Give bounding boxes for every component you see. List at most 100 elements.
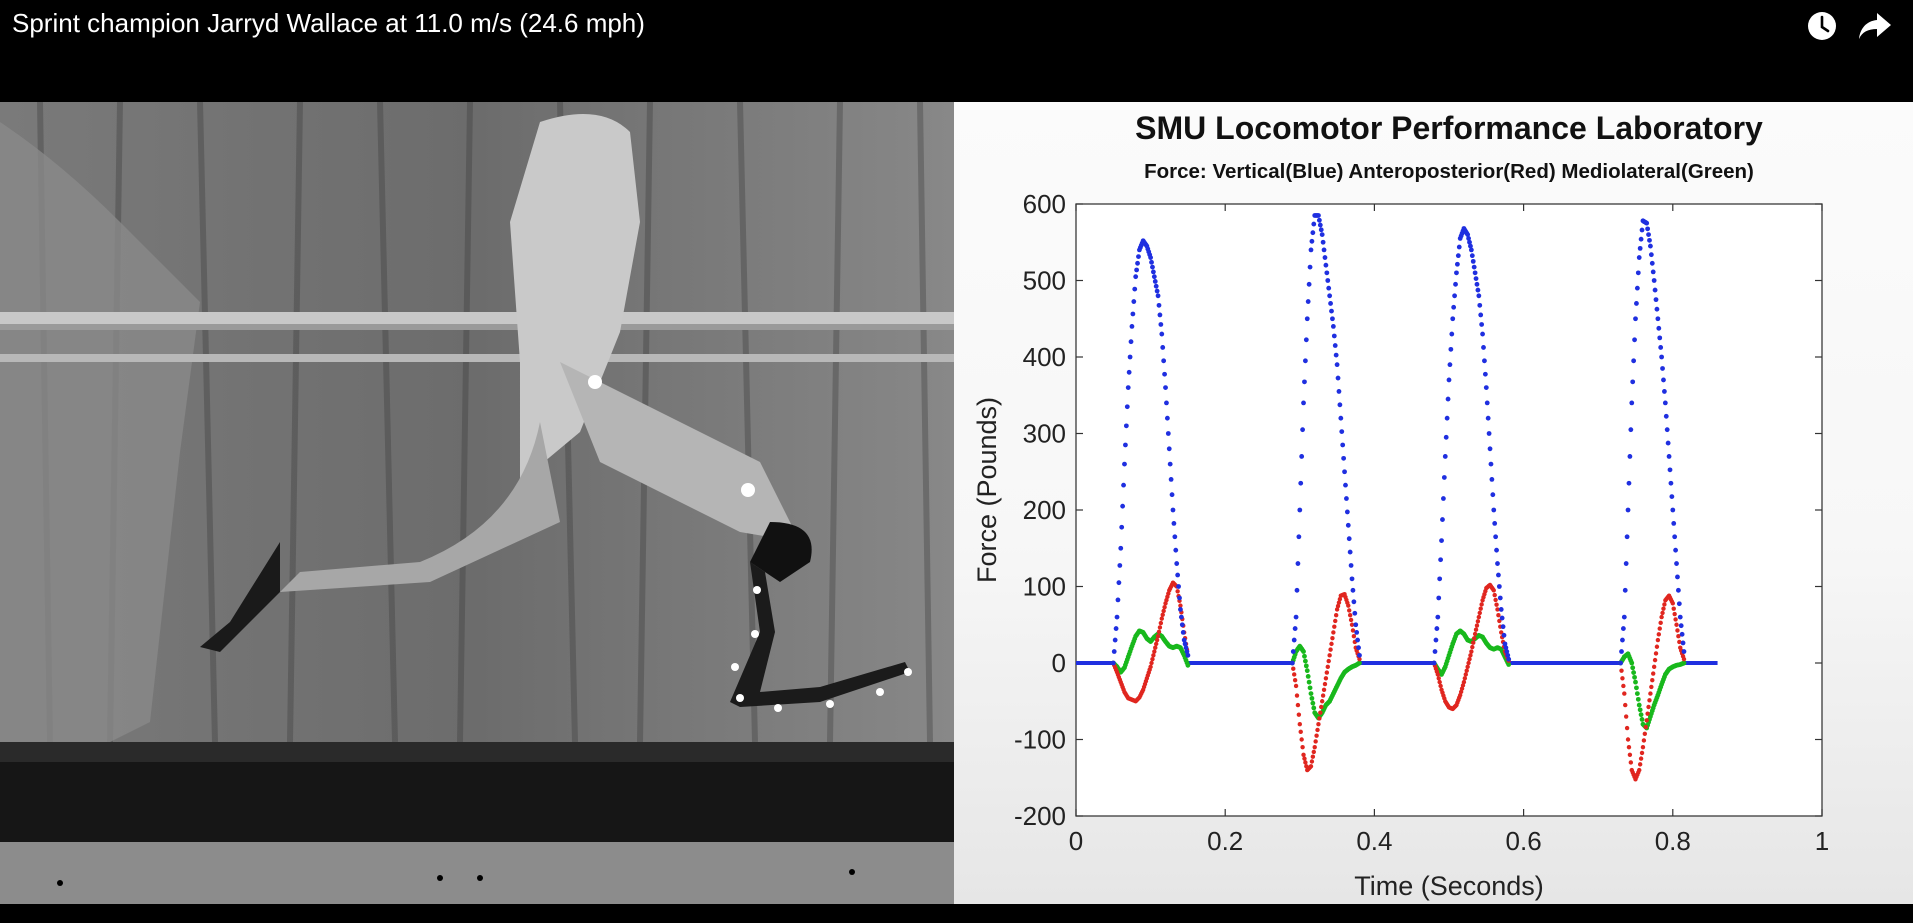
vertical-force-point — [1113, 626, 1119, 631]
vertical-force-point — [1445, 396, 1451, 402]
vertical-force-point — [1327, 293, 1333, 299]
vertical-force-point — [1489, 477, 1495, 482]
vertical-force-point — [1311, 221, 1317, 227]
vertical-force-point — [1649, 260, 1655, 266]
watch-later-button[interactable] — [1802, 6, 1842, 46]
vertical-force-point — [1118, 545, 1124, 551]
vertical-force-point — [1294, 587, 1300, 593]
vertical-force-point — [1128, 339, 1134, 345]
vertical-force-point — [1162, 371, 1167, 377]
vertical-force-point — [1663, 413, 1669, 419]
vertical-force-point — [1433, 637, 1439, 643]
anteroposterior-force-point — [1474, 623, 1480, 628]
vertical-force-point — [1645, 226, 1651, 232]
vertical-force-point — [1335, 375, 1341, 381]
vertical-force-point — [1319, 232, 1325, 238]
vertical-force-point — [1354, 630, 1360, 635]
vertical-force-point — [1486, 431, 1492, 436]
vertical-force-point — [1492, 520, 1498, 526]
mediolateral-force-point — [1632, 674, 1637, 680]
y-tick-label: 100 — [1023, 572, 1066, 602]
vertical-force-point — [1136, 254, 1141, 259]
anteroposterior-force-point — [1673, 617, 1678, 622]
vertical-force-point — [1474, 281, 1480, 287]
video-title[interactable]: Sprint champion Jarryd Wallace at 11.0 m… — [12, 8, 645, 38]
vertical-force-point — [1178, 614, 1184, 620]
vertical-force-point — [1618, 660, 1623, 666]
anteroposterior-force-point — [1626, 744, 1632, 750]
anteroposterior-force-point — [1496, 612, 1501, 618]
vertical-force-point — [1674, 561, 1679, 566]
vertical-force-point — [1454, 261, 1460, 267]
vertical-force-point — [1636, 255, 1642, 260]
anteroposterior-force-point — [1296, 712, 1302, 717]
anteroposterior-force-point — [1472, 631, 1478, 637]
player-bottom-strip — [0, 904, 1913, 923]
vertical-force-point — [1672, 534, 1678, 540]
mediolateral-force-point — [1636, 702, 1642, 708]
vertical-force-point — [1309, 238, 1315, 244]
anteroposterior-force-point — [1671, 606, 1676, 611]
vertical-force-point — [1133, 274, 1139, 280]
anteroposterior-force-point — [1620, 676, 1625, 681]
vertical-force-point — [1338, 415, 1344, 421]
x-axis-label: Time (Seconds) — [1354, 871, 1544, 901]
vertical-force-point — [1485, 415, 1491, 421]
vertical-force-point — [1127, 354, 1133, 360]
mediolateral-force-point — [1638, 712, 1644, 718]
anteroposterior-force-point — [1312, 744, 1317, 750]
y-tick-label: 500 — [1023, 266, 1066, 296]
vertical-force-point — [1635, 270, 1641, 276]
vertical-force-point — [1176, 584, 1181, 589]
anteroposterior-force-point — [1676, 634, 1681, 639]
anteroposterior-force-point — [1670, 601, 1675, 606]
anteroposterior-force-point — [1300, 744, 1305, 750]
vertical-force-point — [1329, 308, 1334, 314]
share-arrow-icon — [1859, 13, 1891, 39]
vertical-force-point — [1664, 427, 1670, 433]
anteroposterior-force-point — [1154, 637, 1160, 643]
y-tick-label: 200 — [1023, 495, 1066, 525]
anteroposterior-force-point — [1672, 611, 1677, 617]
anteroposterior-force-point — [1495, 607, 1500, 612]
anteroposterior-force-point — [1333, 618, 1338, 624]
vertical-force-point — [1175, 572, 1181, 578]
vertical-force-point — [1468, 243, 1473, 249]
anteroposterior-force-point — [1149, 660, 1154, 666]
vertical-force-point — [1316, 217, 1322, 223]
vertical-force-point — [1496, 584, 1502, 589]
share-button[interactable] — [1855, 6, 1895, 46]
vertical-force-point — [1159, 331, 1165, 337]
y-tick-label: -200 — [1014, 801, 1066, 831]
vertical-force-point — [1638, 236, 1644, 242]
anteroposterior-force-point — [1347, 612, 1353, 618]
vertical-force-point — [1298, 480, 1304, 486]
force-chart: SMU Locomotor Performance Laboratory For… — [972, 110, 1829, 901]
vertical-force-point — [1479, 322, 1485, 327]
vertical-force-point — [1340, 442, 1346, 448]
vertical-force-point — [1111, 649, 1117, 654]
vertical-force-point — [1326, 285, 1332, 291]
vertical-force-point — [1639, 227, 1645, 233]
vertical-force-point — [1151, 274, 1157, 280]
vertical-force-point — [1116, 580, 1122, 586]
mediolateral-force-point — [1637, 707, 1643, 713]
anteroposterior-force-point — [1150, 656, 1155, 662]
vertical-force-point — [1496, 572, 1501, 578]
x-tick-label: 0.4 — [1356, 826, 1392, 856]
anteroposterior-force-point — [1661, 606, 1666, 611]
chart-subtitle: Force: Vertical(Blue) Anteroposterior(Re… — [1144, 160, 1754, 183]
vertical-force-point — [1676, 601, 1682, 607]
chart-title: SMU Locomotor Performance Laboratory — [1135, 110, 1763, 146]
anteroposterior-force-point — [1653, 651, 1659, 656]
video-player[interactable]: SMU Locomotor Performance Laboratory For… — [0, 102, 1913, 904]
vertical-force-point — [1303, 337, 1309, 343]
anteroposterior-force-point — [1655, 637, 1661, 643]
mediolateral-force-point — [1631, 670, 1637, 675]
anteroposterior-force-point — [1301, 752, 1306, 757]
mediolateral-force-point — [1506, 662, 1512, 667]
vertical-force-point — [1290, 649, 1296, 654]
anteroposterior-force-point — [1350, 628, 1356, 633]
vertical-force-point — [1679, 631, 1685, 637]
anteroposterior-force-point — [1159, 616, 1164, 621]
